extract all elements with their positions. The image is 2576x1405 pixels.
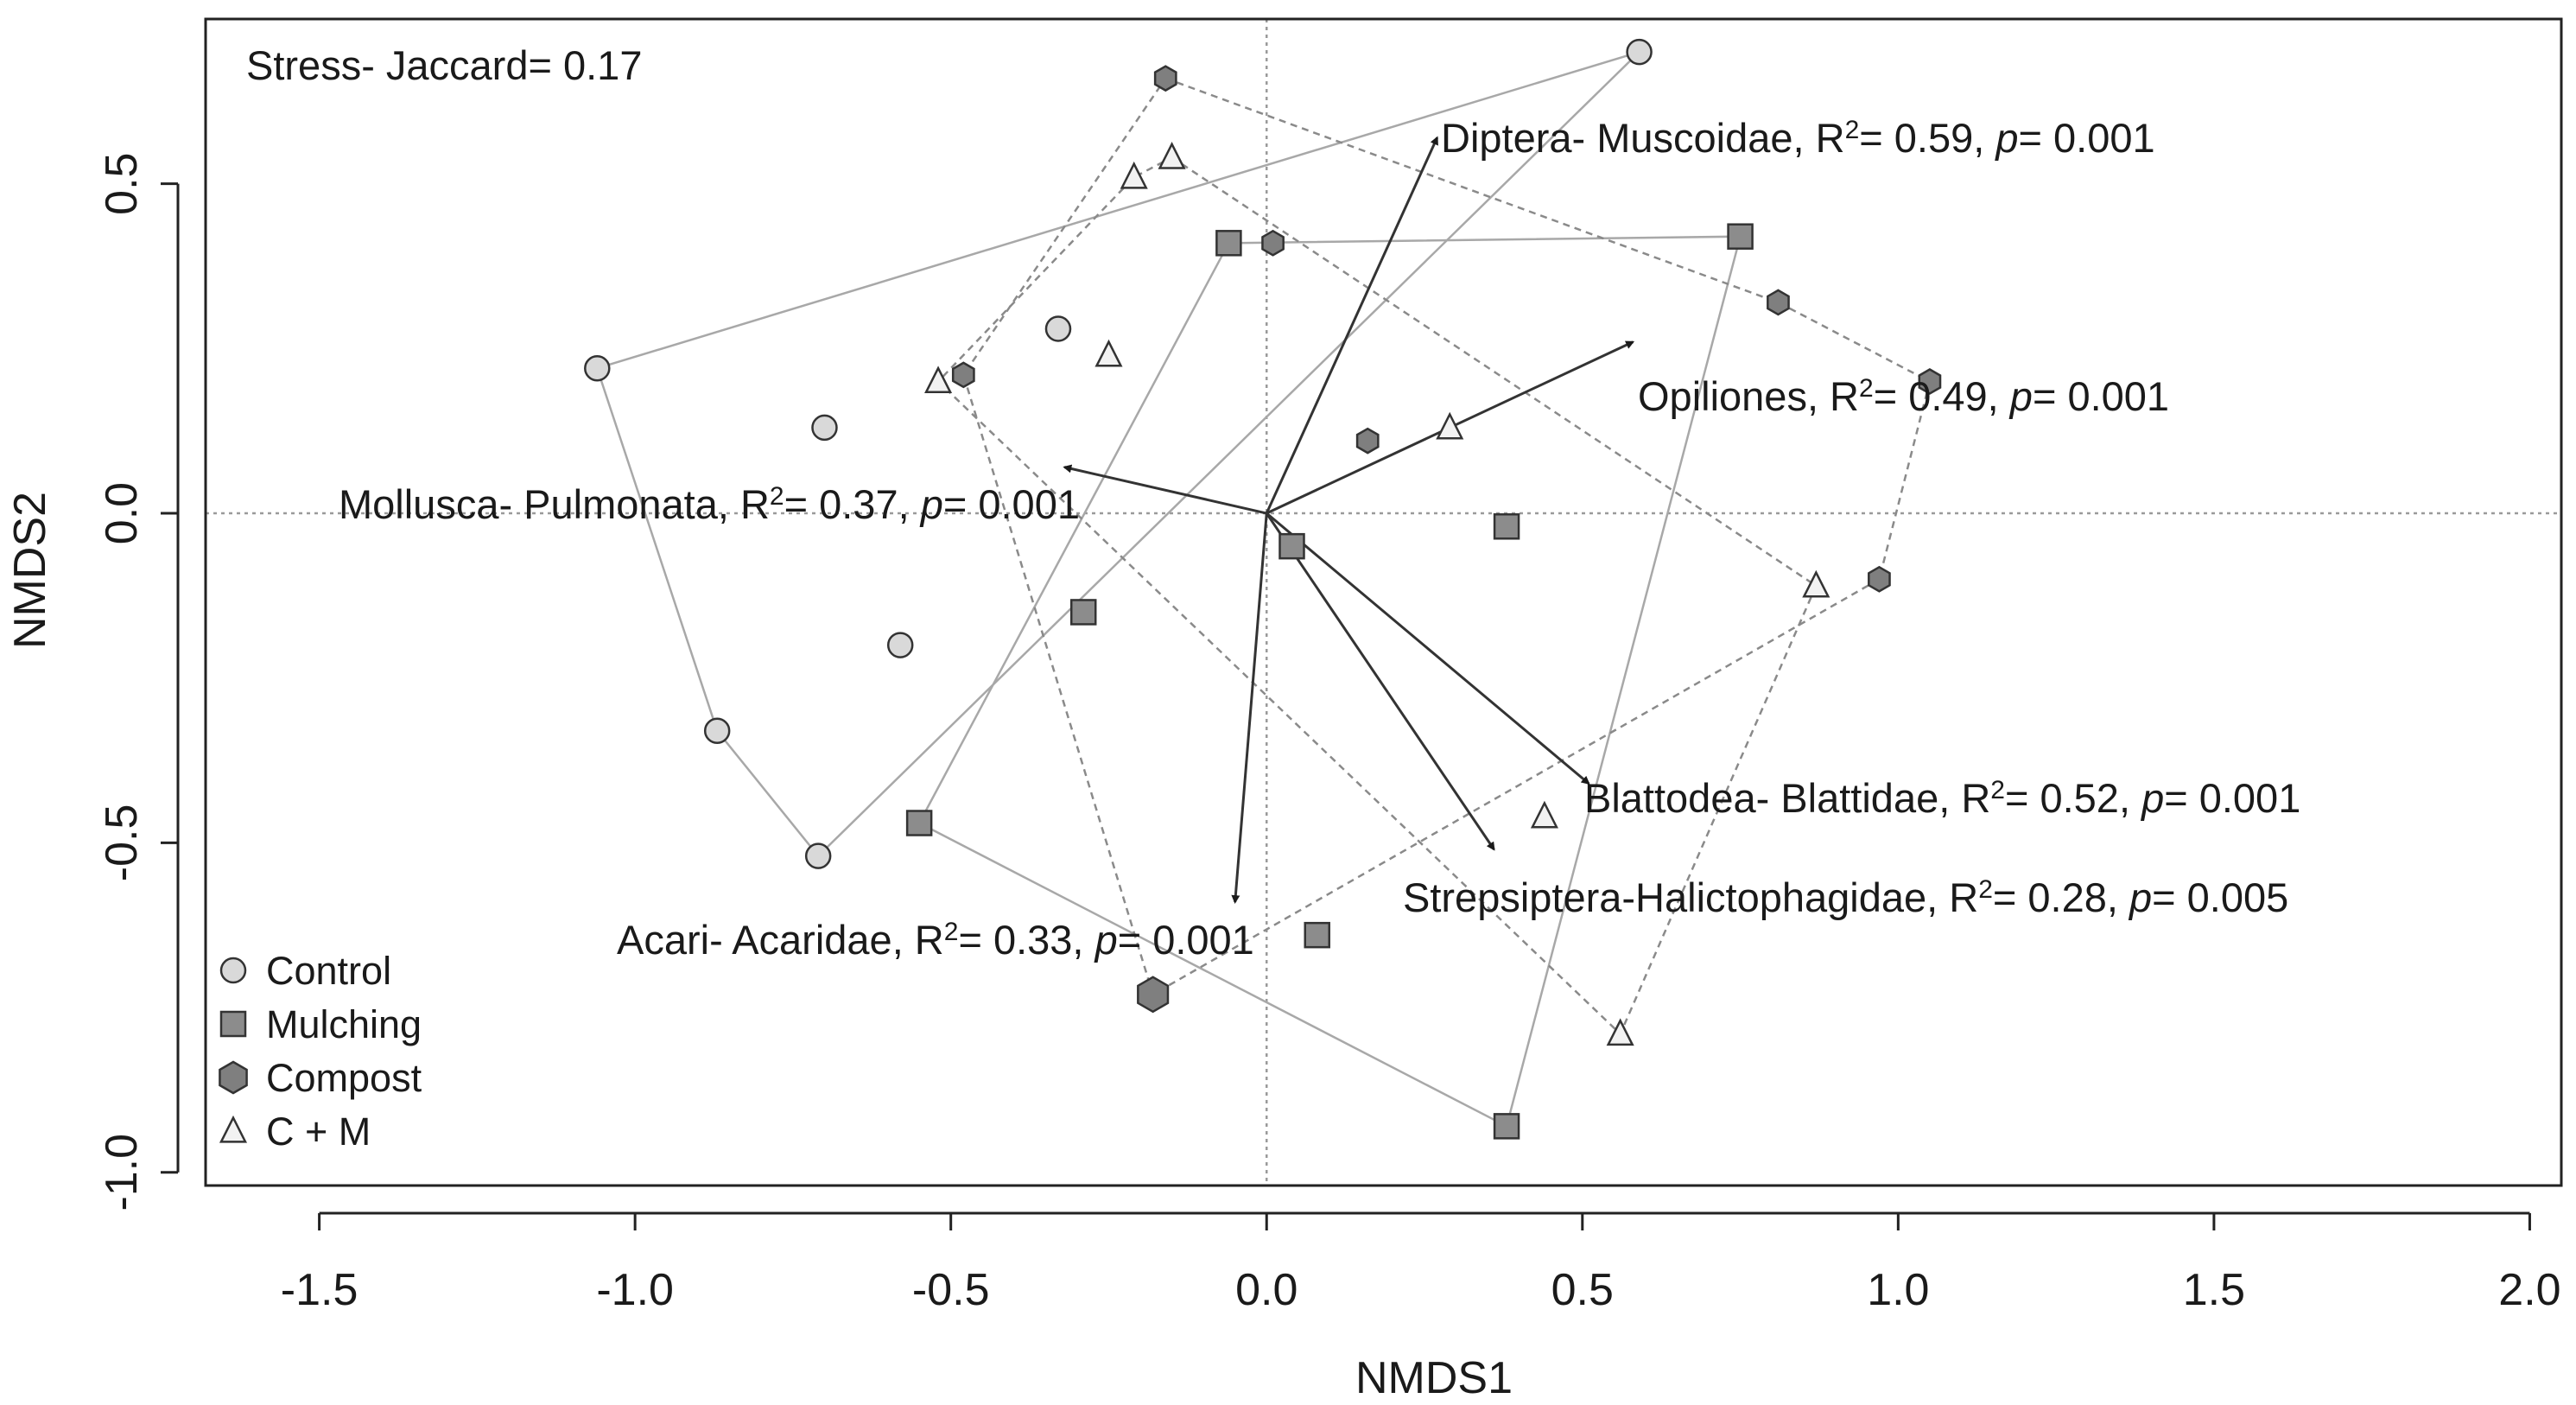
x-tick-label: 1.0 — [1867, 1265, 1929, 1315]
vector-label: Mollusca- Pulmonata, R2= 0.37, p= 0.001 — [339, 481, 1080, 527]
point-compost — [1767, 289, 1790, 316]
y-tick-label: -0.5 — [97, 804, 147, 882]
y-axis: 0.5 0.0 -0.5 -1.0 — [97, 153, 180, 1211]
legend-label: Control — [266, 949, 391, 993]
point-control — [584, 354, 611, 382]
vector-arrow — [1265, 136, 1439, 514]
point-control — [804, 842, 832, 869]
point-control — [703, 717, 731, 744]
vector-label: Strepsiptera-Halictophagidae, R2= 0.28, … — [1403, 874, 2288, 920]
point-control — [1044, 315, 1072, 342]
point-c-m — [1158, 141, 1186, 169]
point-c-m — [1094, 339, 1123, 367]
legend-label: C + M — [266, 1109, 371, 1154]
point-compost — [951, 361, 975, 389]
point-control — [886, 632, 914, 658]
group-hulls — [595, 50, 1932, 1128]
vector-label: Diptera- Muscoidae, R2= 0.59, p= 0.001 — [1441, 115, 2155, 161]
point-mulching — [1493, 1113, 1520, 1140]
point-compost — [1153, 65, 1177, 92]
point-compost — [1355, 427, 1380, 455]
hull-mulching — [917, 235, 1742, 1128]
vector-label: Opiliones, R2= 0.49, p= 0.001 — [1638, 373, 2169, 419]
vector-labels: Diptera- Muscoidae, R2= 0.59, p= 0.001 Op… — [339, 115, 2300, 963]
hull-compost — [961, 77, 1932, 996]
data-points — [584, 38, 1942, 1140]
point-control — [811, 414, 838, 442]
legend-item: Control — [219, 949, 391, 993]
point-compost — [1137, 976, 1170, 1014]
env-vectors — [1063, 136, 1635, 905]
legend-marker — [219, 957, 247, 984]
legend-label: Mulching — [266, 1002, 422, 1046]
x-axis: -1.5 -1.0 -0.5 0.0 0.5 1.0 1.5 2.0 — [281, 1211, 2561, 1315]
legend-item: Compost — [219, 1056, 422, 1100]
vector-arrow — [1063, 464, 1267, 515]
point-mulching — [1278, 532, 1305, 560]
vector-arrow — [1266, 512, 1495, 851]
point-mulching — [1493, 513, 1520, 540]
point-mulching — [1215, 230, 1242, 257]
stress-annotation: Stress- Jaccard= 0.17 — [246, 42, 642, 88]
x-tick-label: 0.0 — [1235, 1265, 1298, 1315]
plot-frame — [204, 17, 2563, 1187]
y-tick-label: -1.0 — [97, 1134, 147, 1211]
point-c-m — [1436, 411, 1464, 440]
hull-control — [595, 50, 1640, 858]
vector-arrow — [1231, 512, 1268, 905]
point-c-m — [1606, 1018, 1634, 1046]
point-mulching — [1069, 599, 1097, 626]
point-mulching — [1304, 921, 1330, 949]
point-c-m — [1530, 800, 1558, 829]
point-mulching — [1727, 223, 1754, 250]
point-mulching — [905, 810, 933, 836]
vector-arrow — [1266, 512, 1590, 785]
y-tick-label: 0.5 — [97, 153, 147, 215]
x-axis-title: NMDS1 — [1355, 1353, 1513, 1403]
y-axis-title: NMDS2 — [5, 492, 55, 649]
x-tick-label: 0.5 — [1551, 1265, 1614, 1315]
legend-marker — [219, 1115, 248, 1143]
point-c-m — [1802, 569, 1830, 598]
legend: Control Mulching Compost C + M — [219, 949, 422, 1154]
point-compost — [1261, 229, 1285, 257]
legend-marker — [219, 1060, 248, 1095]
x-tick-label: 1.5 — [2183, 1265, 2245, 1315]
legend-item: C + M — [219, 1109, 371, 1154]
hull-c-m — [936, 156, 1818, 1036]
zero-reference-lines — [206, 19, 2561, 1186]
vector-label: Blattodea- Blattidae, R2= 0.52, p= 0.001 — [1584, 775, 2300, 821]
point-c-m — [1120, 161, 1148, 189]
point-c-m — [924, 366, 953, 394]
legend-label: Compost — [266, 1056, 422, 1100]
point-control — [1626, 38, 1653, 66]
point-compost — [1868, 565, 1891, 593]
y-tick-label: 0.0 — [97, 482, 147, 544]
vector-label: Acari- Acaridae, R2= 0.33, p= 0.001 — [617, 917, 1254, 963]
x-tick-label: -0.5 — [912, 1265, 990, 1315]
x-tick-label: 2.0 — [2498, 1265, 2560, 1315]
x-tick-label: -1.0 — [596, 1265, 674, 1315]
x-tick-label: -1.5 — [281, 1265, 358, 1315]
legend-marker — [219, 1010, 247, 1038]
legend-item: Mulching — [219, 1002, 422, 1046]
point-compost — [1918, 368, 1942, 395]
